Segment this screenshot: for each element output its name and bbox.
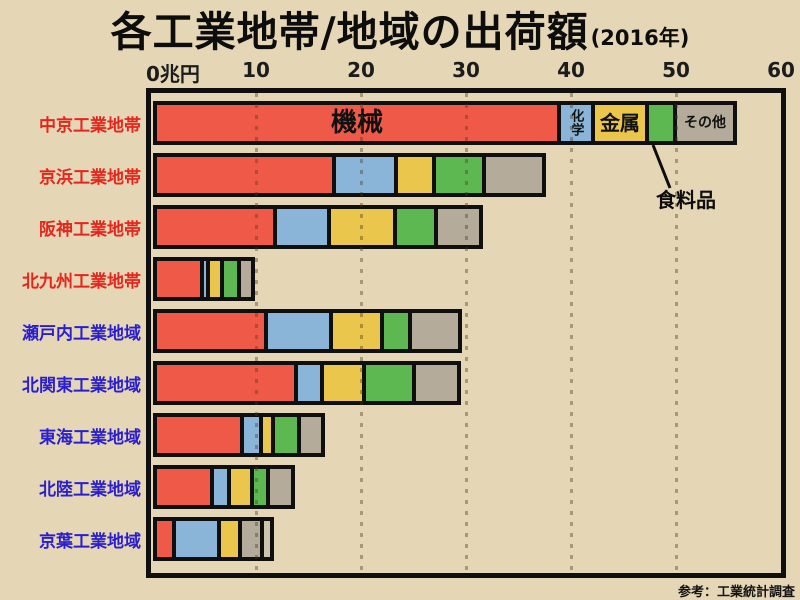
bar-segment-metal bbox=[394, 157, 433, 193]
bar-segment-food bbox=[379, 313, 408, 349]
category-label: 瀬戸内工業地域 bbox=[22, 323, 141, 344]
bar-row bbox=[153, 205, 484, 249]
bar-row bbox=[153, 257, 256, 301]
x-tick: 10 bbox=[242, 58, 270, 82]
bar-segment-machinery bbox=[157, 157, 333, 193]
bar-segment-food bbox=[250, 469, 267, 505]
x-tick: 40 bbox=[557, 58, 585, 82]
bar-row bbox=[153, 517, 275, 561]
bar-segment-other bbox=[412, 365, 458, 401]
x-axis: 0兆円 10 20 30 40 50 60 bbox=[0, 58, 800, 86]
plot-area: 機械 化学 金属 その他 bbox=[146, 88, 786, 578]
bar-segment-machinery bbox=[157, 521, 172, 557]
food-legend-label: 食料品 bbox=[656, 188, 716, 212]
bar-segment-machinery bbox=[157, 469, 210, 505]
chart-title-text: 各工業地帯/地域の出荷額 bbox=[110, 7, 589, 56]
segment-label-machinery: 機械 bbox=[331, 108, 384, 138]
bar-segment-other: その他 bbox=[672, 105, 734, 141]
category-label: 北関東工業地域 bbox=[22, 375, 141, 396]
bar-segment-metal bbox=[329, 313, 380, 349]
bar-segment-machinery bbox=[157, 261, 201, 297]
bar-segment-other bbox=[296, 417, 321, 453]
category-label: 京浜工業地帯 bbox=[39, 167, 141, 188]
gridline bbox=[569, 93, 573, 573]
bar-segment-food bbox=[393, 209, 435, 245]
source-note: 参考：工業統計調査 bbox=[677, 585, 795, 600]
category-label: 北九州工業地帯 bbox=[22, 271, 141, 292]
bar-segment-machinery bbox=[157, 417, 240, 453]
bar-segment-metal bbox=[258, 417, 272, 453]
bar-segment-other bbox=[407, 313, 459, 349]
bar-segment-metal bbox=[319, 365, 362, 401]
bar-segment-metal bbox=[227, 469, 251, 505]
bar-segment-chemical bbox=[272, 209, 328, 245]
chart-title-year: (2016年) bbox=[590, 26, 690, 50]
bar-segment-machinery: 機械 bbox=[157, 105, 558, 141]
bar-segment-metal bbox=[327, 209, 394, 245]
chart-title: 各工業地帯/地域の出荷額 (2016年) bbox=[0, 0, 800, 56]
category-label: 中京工業地帯 bbox=[39, 115, 141, 136]
food-callout-line bbox=[651, 144, 672, 189]
bar-segment-food bbox=[645, 105, 673, 141]
bar-segment-chemical bbox=[293, 365, 320, 401]
bar-segment-machinery bbox=[157, 365, 294, 401]
bar-row bbox=[153, 309, 463, 353]
bar-segment-chemical bbox=[171, 521, 217, 557]
x-tick: 60 bbox=[767, 58, 795, 82]
bar-segment-chemical bbox=[332, 157, 395, 193]
bar-segment-metal: 金属 bbox=[590, 105, 646, 141]
bar-segment-food bbox=[237, 521, 260, 557]
category-label: 京葉工業地域 bbox=[39, 531, 141, 552]
segment-label-chemical: 化学 bbox=[568, 109, 584, 137]
bar-segment-chemical bbox=[264, 313, 330, 349]
segment-label-metal: 金属 bbox=[599, 111, 640, 135]
bar-segment-food bbox=[361, 365, 413, 401]
category-label: 阪神工業地帯 bbox=[39, 219, 141, 240]
bar-segment-metal bbox=[216, 521, 238, 557]
bar-segment-chemical bbox=[239, 417, 259, 453]
bar-segment-other bbox=[236, 261, 252, 297]
bar-segment-machinery bbox=[157, 209, 273, 245]
x-tick-zero: 0兆円 bbox=[146, 62, 200, 86]
bar-row bbox=[153, 361, 462, 405]
bar-segment-chemical: 化学 bbox=[557, 105, 591, 141]
bar-segment-food bbox=[432, 157, 483, 193]
bar-segment-chemical bbox=[200, 261, 207, 297]
segment-label-other: その他 bbox=[683, 115, 726, 131]
bar-row bbox=[153, 465, 296, 509]
bar-row bbox=[153, 413, 325, 457]
x-tick: 30 bbox=[452, 58, 480, 82]
bar-row: 機械 化学 金属 その他 bbox=[153, 101, 738, 145]
bar-segment-chemical bbox=[209, 469, 228, 505]
bar-row bbox=[153, 153, 547, 197]
bar-segment-machinery bbox=[157, 313, 265, 349]
x-tick: 50 bbox=[662, 58, 690, 82]
bar-segment-food bbox=[271, 417, 297, 453]
category-label: 東海工業地域 bbox=[39, 427, 141, 448]
x-tick: 20 bbox=[347, 58, 375, 82]
bar-segment-metal bbox=[206, 261, 220, 297]
bar-segment-other bbox=[259, 521, 271, 557]
bar-segment-other bbox=[434, 209, 480, 245]
bar-segment-other bbox=[482, 157, 543, 193]
category-label: 北陸工業地域 bbox=[39, 479, 141, 500]
bar-segment-other bbox=[266, 469, 292, 505]
bar-segment-food bbox=[219, 261, 237, 297]
